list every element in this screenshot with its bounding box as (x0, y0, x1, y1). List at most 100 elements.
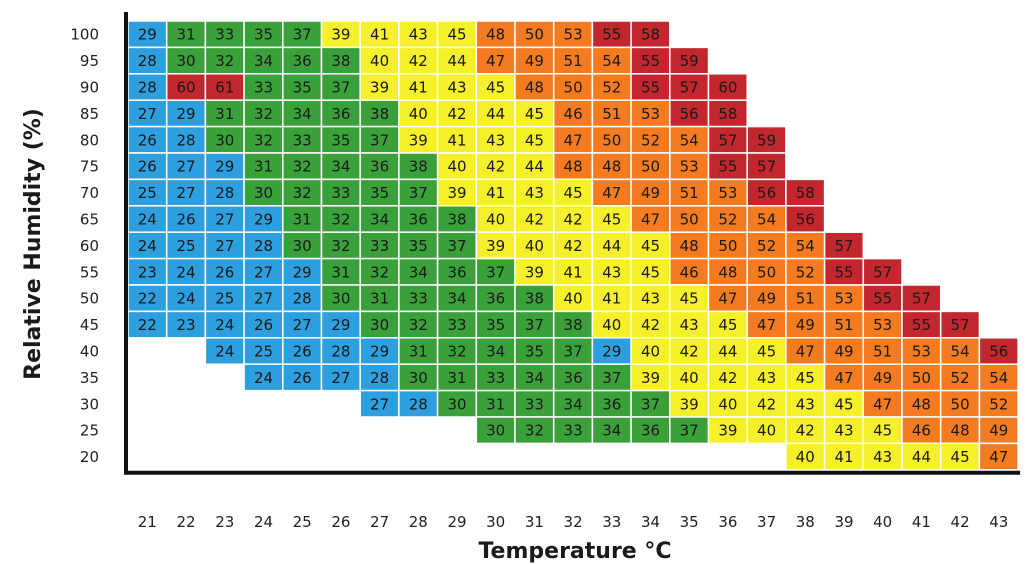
heat-cell-label: 41 (370, 26, 389, 44)
y-tick-label: 55 (80, 263, 99, 281)
heat-cell-label: 40 (370, 52, 389, 70)
heat-cell-label: 48 (951, 422, 970, 440)
heat-cell-label: 27 (293, 316, 312, 334)
heat-cell (359, 125, 400, 154)
heat-cell-label: 53 (873, 316, 892, 334)
heat-cell-label: 50 (564, 79, 583, 97)
heat-cell-label: 40 (564, 290, 583, 308)
heat-cell-label: 28 (293, 290, 312, 308)
heat-cell-label: 36 (370, 158, 389, 176)
heat-cell-label: 50 (641, 158, 660, 176)
heat-cell (204, 152, 245, 181)
heat-cell-label: 28 (176, 131, 195, 149)
heat-cell (398, 178, 439, 207)
heat-cell-label: 35 (409, 237, 428, 255)
heat-cell-label: 42 (525, 211, 544, 229)
heat-cell-label: 36 (447, 263, 466, 281)
heat-cell-label: 45 (486, 79, 505, 97)
y-tick-label: 45 (80, 316, 99, 334)
heat-cell-label: 55 (641, 52, 660, 70)
heat-cell-label: 45 (641, 263, 660, 281)
heat-cell-label: 41 (602, 290, 621, 308)
heat-cell-label: 42 (757, 395, 776, 413)
heat-cell-label: 36 (486, 290, 505, 308)
heat-cell-label: 25 (176, 237, 195, 255)
heat-cell (320, 46, 361, 75)
heat-cell-label: 41 (409, 79, 428, 97)
heat-cell-label: 59 (757, 131, 776, 149)
heat-cell-label: 48 (486, 26, 505, 44)
heat-cell-label: 26 (176, 211, 195, 229)
heat-cell (552, 416, 594, 445)
heat-cell-label: 39 (718, 422, 737, 440)
heat-cell-label: 49 (757, 290, 776, 308)
heat-cell-label: 39 (641, 369, 660, 387)
heat-cell (785, 205, 826, 233)
heat-cell (707, 310, 748, 339)
heat-cell-label: 25 (215, 290, 234, 308)
y-tick-label: 90 (80, 79, 99, 97)
heat-cell (746, 389, 787, 418)
heat-cell (591, 152, 632, 181)
heat-cell-label: 57 (834, 237, 853, 255)
x-tick-label: 24 (254, 513, 273, 531)
heat-cell-label: 30 (486, 422, 505, 440)
heat-cell (823, 284, 865, 313)
x-tick-label: 28 (409, 513, 428, 531)
heat-cell-label: 34 (409, 263, 428, 281)
heat-cell-label: 43 (680, 316, 699, 334)
heat-cell-label: 39 (680, 395, 699, 413)
heat-cell-label: 48 (718, 263, 737, 281)
heat-cell-label: 45 (757, 343, 776, 361)
heat-cell-label: 38 (564, 316, 583, 334)
heat-cell-label: 47 (641, 211, 660, 229)
heat-cell-label: 33 (486, 369, 505, 387)
heat-cell-label: 42 (680, 343, 699, 361)
heat-cell (669, 46, 710, 75)
heat-cell-label: 30 (370, 316, 389, 334)
heat-cell-label: 27 (215, 237, 234, 255)
heat-cell-label: 47 (718, 290, 737, 308)
heat-cell-label: 48 (564, 158, 583, 176)
heat-cell-label: 26 (293, 369, 312, 387)
heat-cell (127, 152, 168, 181)
heat-cell-label: 33 (293, 131, 312, 149)
x-tick-label: 39 (834, 513, 853, 531)
y-tick-label: 30 (80, 395, 99, 413)
heat-cell-label: 49 (873, 369, 892, 387)
heat-cell-label: 23 (176, 316, 195, 334)
heat-cell-label: 48 (525, 79, 544, 97)
heat-cell-label: 42 (796, 422, 815, 440)
heat-cell-label: 53 (834, 290, 853, 308)
y-tick-label: 20 (80, 448, 99, 466)
heat-cell-label: 49 (989, 422, 1008, 440)
heat-cell-label: 32 (409, 316, 428, 334)
heat-cell (398, 20, 439, 49)
heat-cell (707, 125, 748, 154)
y-tick-label: 65 (80, 211, 99, 229)
heat-cell (514, 337, 555, 365)
heat-cell (359, 337, 400, 365)
heat-cell-label: 31 (409, 343, 428, 361)
heat-cell-label: 24 (176, 263, 195, 281)
heat-cell-label: 43 (447, 79, 466, 97)
heat-cell-label: 54 (602, 52, 621, 70)
heat-cell-label: 45 (641, 237, 660, 255)
heat-cell (669, 310, 710, 339)
heat-cell-label: 57 (757, 158, 776, 176)
heat-cell-label: 59 (680, 52, 699, 70)
y-tick-label: 75 (80, 158, 99, 176)
heat-cell-label: 40 (641, 343, 660, 361)
heat-cell (552, 20, 594, 49)
heat-cell (630, 205, 671, 233)
heat-cell (320, 337, 361, 365)
heat-cell-label: 38 (409, 158, 428, 176)
heat-cell-label: 56 (680, 105, 699, 123)
x-tick-label: 43 (989, 513, 1008, 531)
heat-cell-label: 43 (757, 369, 776, 387)
heat-cell (669, 363, 710, 392)
heat-cell-label: 30 (176, 52, 195, 70)
heat-cell (436, 284, 478, 313)
heat-cell-label: 40 (796, 448, 815, 466)
heat-cell-label: 37 (564, 343, 583, 361)
